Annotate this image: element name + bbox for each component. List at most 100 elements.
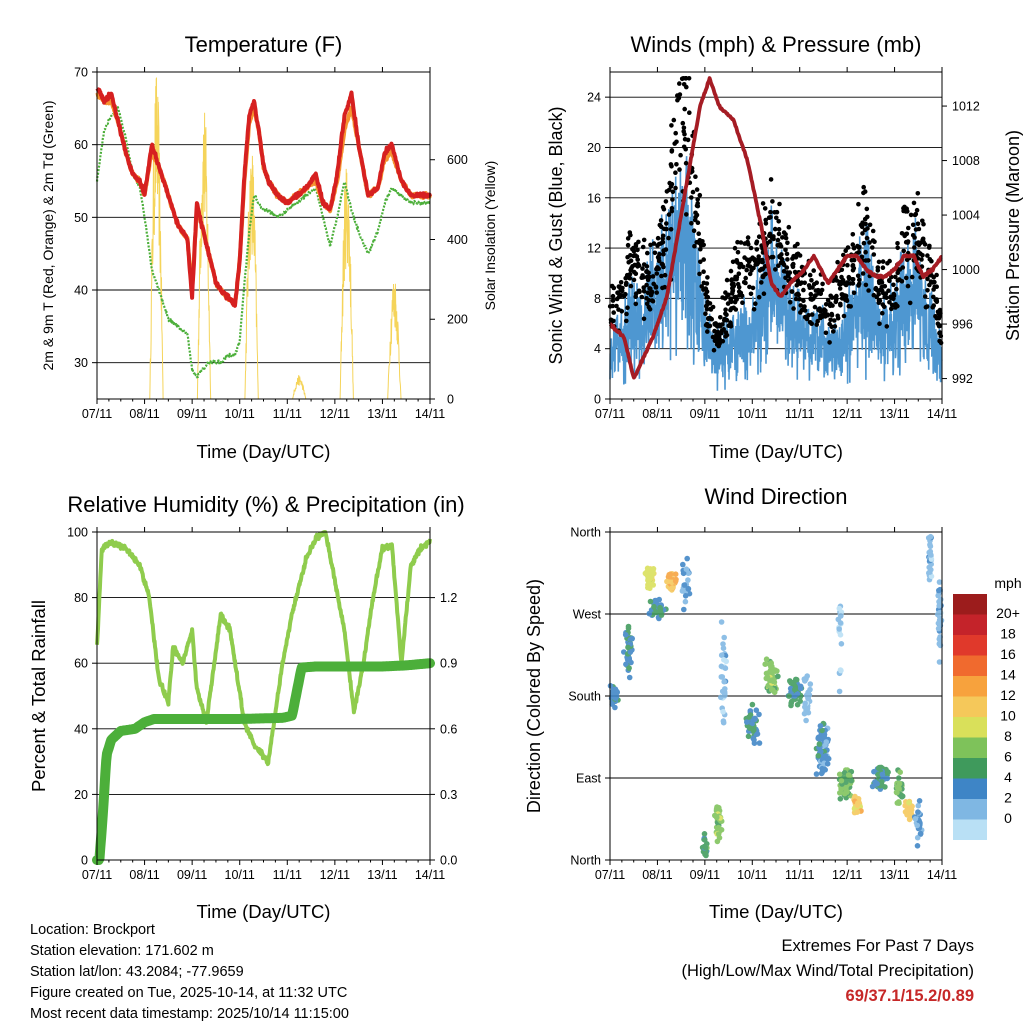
winds-y2-tick-label: 1008 — [952, 154, 980, 168]
gust-point — [925, 253, 930, 258]
gust-point — [695, 220, 701, 225]
gust-point — [837, 286, 843, 291]
gust-point — [732, 245, 738, 251]
gust-point — [628, 232, 633, 238]
gust-point — [724, 277, 730, 283]
winds-y2-tick-label: 992 — [952, 372, 973, 386]
wind-direction-point — [917, 830, 924, 837]
gust-point — [934, 284, 939, 290]
gust-point — [763, 221, 769, 226]
gust-point — [862, 189, 868, 194]
gust-point — [691, 228, 697, 233]
solar-insolation-spike — [339, 168, 354, 400]
wind-direction-point — [720, 718, 727, 724]
gust-point — [689, 221, 694, 226]
gust-point — [856, 281, 862, 287]
legend-swatch — [953, 799, 987, 820]
wind-direction-point — [904, 812, 910, 818]
gust-point — [708, 307, 714, 312]
gust-point — [762, 206, 768, 211]
gust-point — [787, 300, 793, 305]
wind-direction-point — [718, 619, 725, 625]
gust-point — [661, 251, 666, 257]
gust-point — [728, 320, 733, 326]
gust-point — [839, 267, 845, 273]
gust-point — [646, 270, 651, 276]
temperature-x-tick-label: 12/11 — [320, 407, 350, 421]
wind-direction-x-tick-label: 09/11 — [690, 868, 720, 882]
winds-title: Winds (mph) & Pressure (mb) — [631, 32, 922, 57]
gust-point — [855, 243, 860, 249]
winds-y-tick-label: 8 — [594, 292, 601, 306]
gust-point — [628, 258, 634, 264]
gust-point — [723, 311, 728, 316]
wind-direction-point — [936, 602, 943, 609]
gust-point — [651, 241, 657, 246]
gust-point — [754, 247, 760, 252]
wind-direction-point — [753, 707, 760, 713]
gust-point — [795, 251, 801, 257]
gust-point — [817, 306, 822, 311]
gust-point — [697, 192, 703, 198]
gust-point — [735, 239, 740, 245]
gust-point — [818, 291, 823, 297]
gust-point — [776, 227, 782, 232]
gust-point — [697, 271, 702, 277]
gust-point — [656, 266, 661, 272]
wind-direction-point — [721, 690, 728, 697]
gust-point — [807, 285, 813, 291]
temperature-x-label: Time (Day/UTC) — [197, 441, 331, 462]
gust-point — [870, 245, 875, 250]
gust-point — [791, 261, 796, 267]
gust-point — [745, 239, 750, 245]
gust-point — [925, 288, 930, 293]
wind-direction-point — [744, 719, 750, 725]
winds-x-tick-label: 11/11 — [785, 407, 814, 421]
gust-point — [728, 307, 733, 313]
gust-point — [934, 272, 939, 278]
gust-point — [887, 278, 892, 283]
wind-direction-point — [719, 674, 726, 680]
gust-point — [698, 259, 703, 265]
wind-direction-point — [609, 701, 615, 707]
gust-point — [889, 302, 895, 308]
gust-point — [635, 261, 641, 267]
gust-point — [620, 285, 625, 291]
station-pressure-series — [608, 76, 944, 380]
gust-point — [873, 285, 879, 291]
gust-point — [934, 299, 940, 305]
gust-point — [842, 293, 848, 298]
legend-label: 20+ — [996, 605, 1020, 621]
gust-point — [733, 274, 738, 280]
gust-point — [652, 250, 658, 256]
gust-point — [895, 270, 900, 276]
gust-point — [877, 298, 883, 304]
gust-point — [897, 267, 903, 272]
gust-point — [677, 92, 683, 97]
wind-direction-point — [623, 661, 629, 668]
gust-point — [704, 303, 709, 308]
temperature-y-tick-label: 30 — [74, 356, 88, 370]
gust-point — [641, 316, 647, 322]
gust-point — [902, 204, 907, 210]
gust-point — [701, 257, 706, 262]
wind-direction-point — [838, 613, 844, 619]
gust-point — [839, 274, 844, 280]
gust-point — [844, 298, 850, 304]
legend-swatch — [953, 696, 987, 717]
gust-point — [699, 284, 704, 289]
gust-point — [610, 293, 616, 299]
wind-direction-point — [875, 765, 882, 771]
legend-label: 2 — [1004, 789, 1012, 805]
wind-direction-point — [816, 741, 823, 747]
wind-direction-point — [610, 686, 617, 693]
wind-direction-point — [769, 687, 776, 693]
legend-label: 6 — [1004, 748, 1012, 764]
legend-swatch — [953, 758, 987, 779]
gust-point — [721, 318, 727, 323]
gust-point — [673, 185, 678, 191]
recent-timestamp: Most recent data timestamp: 2025/10/14 1… — [30, 1006, 349, 1022]
gust-point — [783, 247, 788, 253]
wind-direction-point — [894, 789, 900, 796]
wind-direction-point — [884, 775, 891, 782]
